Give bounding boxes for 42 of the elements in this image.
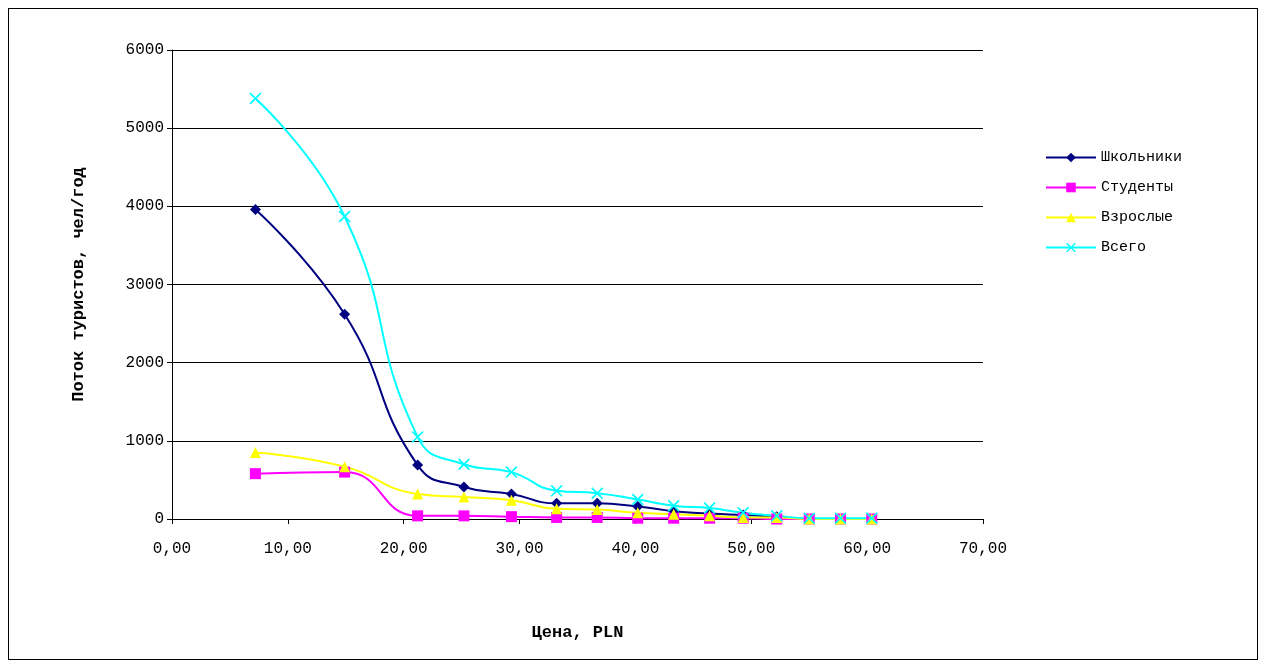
point: [458, 510, 470, 522]
y-axis-title: Поток туристов, чел/год: [69, 167, 88, 402]
x-axis-title: Цена, PLN: [531, 623, 624, 642]
point: [505, 511, 517, 523]
point: [339, 461, 351, 473]
point: [249, 468, 261, 480]
point: [632, 507, 644, 519]
point: [591, 487, 604, 500]
point: [458, 491, 470, 503]
legend-label: Всего: [1101, 239, 1147, 256]
point: [249, 203, 261, 215]
x-tick-label: 30,00: [495, 540, 544, 558]
x-tick-label: 50,00: [727, 540, 776, 558]
point: [249, 92, 262, 105]
x-tick-label: 20,00: [379, 540, 428, 558]
x-tick-label: 70,00: [958, 540, 1008, 558]
point: [458, 481, 470, 493]
y-tick-label: 0: [154, 510, 164, 528]
y-tick-label: 4000: [125, 197, 164, 216]
y-tick-label: 6000: [125, 41, 164, 59]
point: [505, 494, 517, 506]
point: [412, 510, 424, 522]
point: [338, 210, 351, 223]
x-tick-label: 0,00: [152, 540, 192, 558]
x-tick-label: 40,00: [611, 540, 660, 558]
y-tick-label: 5000: [125, 119, 164, 138]
y-tick-label: 3000: [125, 275, 164, 294]
point: [667, 499, 680, 512]
y-tick-label: 2000: [125, 353, 164, 372]
x-tick-label: 60,00: [843, 540, 892, 558]
point: [551, 503, 563, 515]
legend-label: Взрослые: [1101, 209, 1174, 226]
point: [412, 488, 424, 500]
point: [249, 447, 261, 459]
y-tick-label: 1000: [125, 431, 164, 450]
point: [339, 308, 351, 320]
x-tick-label: 10,00: [263, 540, 312, 558]
point: [412, 459, 424, 471]
point: [591, 504, 603, 516]
legend-label: Школьники: [1101, 149, 1183, 166]
legend-label: Студенты: [1101, 179, 1174, 196]
point: [631, 493, 644, 506]
